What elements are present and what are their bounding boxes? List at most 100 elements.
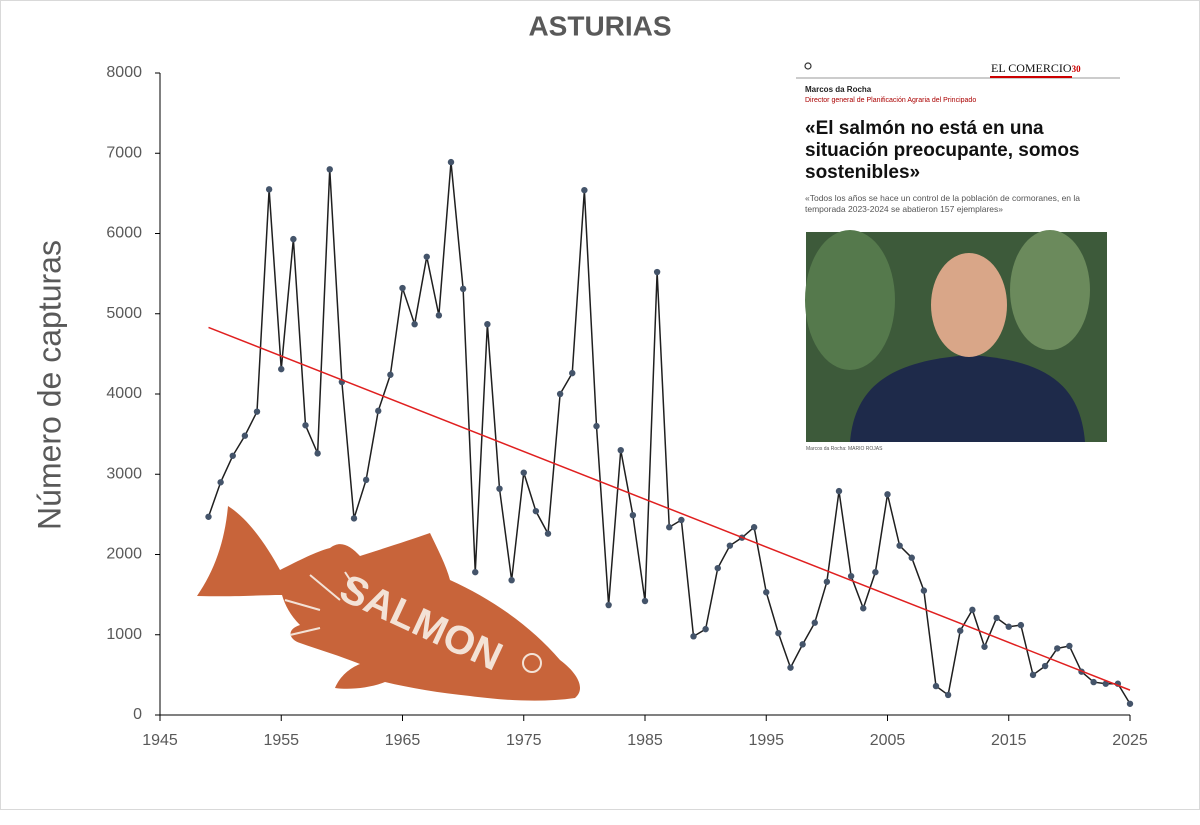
data-point <box>459 285 467 293</box>
x-tick-label: 2025 <box>1112 732 1148 749</box>
data-point <box>1041 662 1049 670</box>
data-point <box>314 450 321 457</box>
data-point <box>411 320 418 328</box>
logo: EL COMERCIO30 <box>991 61 1081 76</box>
headline: «El salmón no está en una situación preo… <box>805 118 1080 183</box>
data-point <box>666 524 673 531</box>
search-icon <box>804 62 812 70</box>
data-point <box>1066 642 1073 650</box>
data-point <box>969 606 976 614</box>
photo-plant <box>805 230 895 370</box>
x-tick-label: 1995 <box>748 732 784 749</box>
news-inset <box>796 55 1121 457</box>
y-tick-label: 5000 <box>106 305 142 322</box>
x-tick-label: 1965 <box>385 732 421 749</box>
data-point <box>847 572 855 580</box>
data-point <box>593 422 600 430</box>
y-axis-label: Número de capturas <box>31 240 67 530</box>
data-point <box>326 166 333 173</box>
data-point <box>896 542 903 549</box>
data-point <box>605 601 612 609</box>
data-point <box>556 390 564 398</box>
logo-text: EL COMERCIO <box>991 61 1072 75</box>
data-point <box>835 487 843 495</box>
x-tick-label: 1975 <box>506 732 542 749</box>
data-point <box>993 614 1000 622</box>
salmon-body <box>197 506 580 701</box>
data-point <box>629 511 637 519</box>
photo-plant <box>1010 230 1090 350</box>
data-point <box>496 485 503 492</box>
data-point <box>1102 680 1109 687</box>
data-point <box>908 554 915 561</box>
data-point <box>823 578 831 585</box>
data-point <box>1005 623 1012 630</box>
x-tick-label: 1945 <box>142 732 178 749</box>
data-point <box>932 682 940 690</box>
data-point <box>750 524 758 531</box>
role: Director general de Planificación Agrari… <box>805 97 977 104</box>
y-tick-label: 1000 <box>106 626 142 643</box>
photo-person <box>850 355 1085 442</box>
x-tick-label: 1955 <box>263 732 299 749</box>
data-point <box>1029 671 1037 679</box>
trend-line <box>208 326 1131 691</box>
data-point <box>690 633 697 640</box>
data-point <box>1017 621 1025 629</box>
data-point <box>387 371 394 378</box>
data-point <box>811 619 818 626</box>
data-point <box>799 641 806 648</box>
data-point <box>302 422 309 429</box>
data-point <box>581 186 588 194</box>
data-point <box>872 568 879 576</box>
data-point <box>981 643 988 650</box>
data-point <box>447 158 455 166</box>
data-point <box>1054 645 1061 652</box>
data-point <box>944 691 952 699</box>
data-point <box>544 530 552 537</box>
caption: Marcos da Rocha: MARIO ROJAS <box>806 446 883 452</box>
y-tick-label: 0 <box>133 706 142 723</box>
photo-face <box>931 253 1007 357</box>
author: Marcos da Rocha <box>805 85 872 94</box>
data-point <box>229 452 236 459</box>
data-point <box>217 479 224 486</box>
data-point <box>484 320 491 328</box>
y-tick-label: 7000 <box>106 144 142 161</box>
data-point <box>520 469 527 476</box>
data-point <box>423 253 430 260</box>
chart-title: ASTURIAS <box>528 10 671 41</box>
data-point <box>290 235 297 243</box>
subheadline: «Todos los años se hace un control de la… <box>805 193 1081 214</box>
data-point <box>278 365 285 373</box>
data-point <box>775 629 782 637</box>
data-point <box>205 513 212 520</box>
y-tick-label: 2000 <box>106 546 142 563</box>
data-point <box>787 664 794 671</box>
data-point <box>860 605 867 612</box>
data-point <box>532 507 540 515</box>
salmon-eye <box>522 653 542 673</box>
data-point <box>435 312 443 319</box>
data-point <box>508 576 515 584</box>
data-point <box>362 476 370 484</box>
data-point <box>884 491 891 498</box>
salmon-illustration: SALMON <box>197 506 580 701</box>
x-tick-label: 1985 <box>627 732 663 749</box>
x-tick-label: 2015 <box>991 732 1027 749</box>
x-tick-label: 2005 <box>870 732 906 749</box>
y-tick-label: 8000 <box>106 64 142 81</box>
data-point <box>714 564 721 572</box>
data-point <box>350 515 358 522</box>
data-point <box>265 186 273 193</box>
salmon-lines <box>284 571 361 636</box>
data-point <box>472 568 479 576</box>
data-point <box>399 284 406 292</box>
logo-badge: 30 <box>1071 64 1081 74</box>
data-point <box>957 627 964 634</box>
y-tick-label: 3000 <box>106 465 142 482</box>
data-point <box>920 587 928 594</box>
data-point <box>726 542 734 549</box>
